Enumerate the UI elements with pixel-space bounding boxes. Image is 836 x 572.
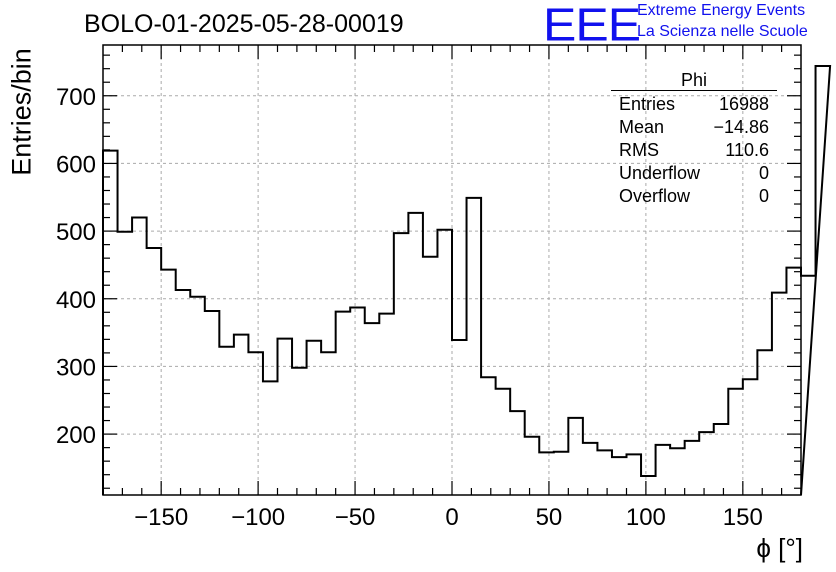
logo-line-2: La Scienza nelle Scuole <box>637 23 808 40</box>
y-tick-labels: 200 300 400 500 600 700 <box>56 84 96 449</box>
x-axis-label: ϕ [°] <box>756 533 803 563</box>
x-tick-label: 50 <box>536 504 563 531</box>
stats-label: Mean <box>619 117 665 137</box>
x-tick-label: 150 <box>723 504 763 531</box>
stats-row-rms: RMS 110.6 <box>611 139 777 162</box>
stats-row-overflow: Overflow 0 <box>611 185 777 208</box>
x-tick-label: −150 <box>134 504 188 531</box>
chart-title: BOLO-01-2025-05-28-00019 <box>84 10 404 38</box>
y-tick-label: 700 <box>56 84 96 111</box>
stats-value: 110.6 <box>725 140 769 160</box>
eee-logo: EEE <box>543 0 641 51</box>
axis-ticks <box>103 45 801 495</box>
y-tick-label: 500 <box>56 219 96 246</box>
stats-label: Entries <box>619 94 676 114</box>
stats-label: RMS <box>619 140 659 160</box>
x-tick-label: −100 <box>231 504 285 531</box>
stats-title: Phi <box>611 70 777 91</box>
stats-row-underflow: Underflow 0 <box>611 162 777 185</box>
histogram-outline <box>102 64 832 496</box>
y-tick-label: 400 <box>56 287 96 314</box>
stats-value: 0 <box>758 186 769 206</box>
y-tick-label: 600 <box>56 151 96 178</box>
stats-value: 16988 <box>718 94 769 114</box>
stats-label: Overflow <box>619 186 691 206</box>
stats-value: 0 <box>758 163 769 183</box>
y-tick-label: 200 <box>56 422 96 449</box>
x-tick-label: 0 <box>445 504 458 531</box>
stats-box: Phi Entries 16988 Mean −14.86 RMS 110.6 … <box>611 70 777 208</box>
stats-row-entries: Entries 16988 <box>611 93 777 116</box>
x-tick-label: −50 <box>335 504 376 531</box>
y-tick-label: 300 <box>56 354 96 381</box>
logo-line-1: Extreme Energy Events <box>637 2 806 19</box>
stats-row-mean: Mean −14.86 <box>611 116 777 139</box>
stats-value: −14.86 <box>713 117 769 137</box>
x-tick-labels: −150 −100 −50 0 50 100 150 <box>134 504 763 531</box>
x-tick-label: 100 <box>626 504 666 531</box>
y-axis-label: Entries/bin <box>6 48 37 176</box>
stats-label: Underflow <box>619 163 701 183</box>
